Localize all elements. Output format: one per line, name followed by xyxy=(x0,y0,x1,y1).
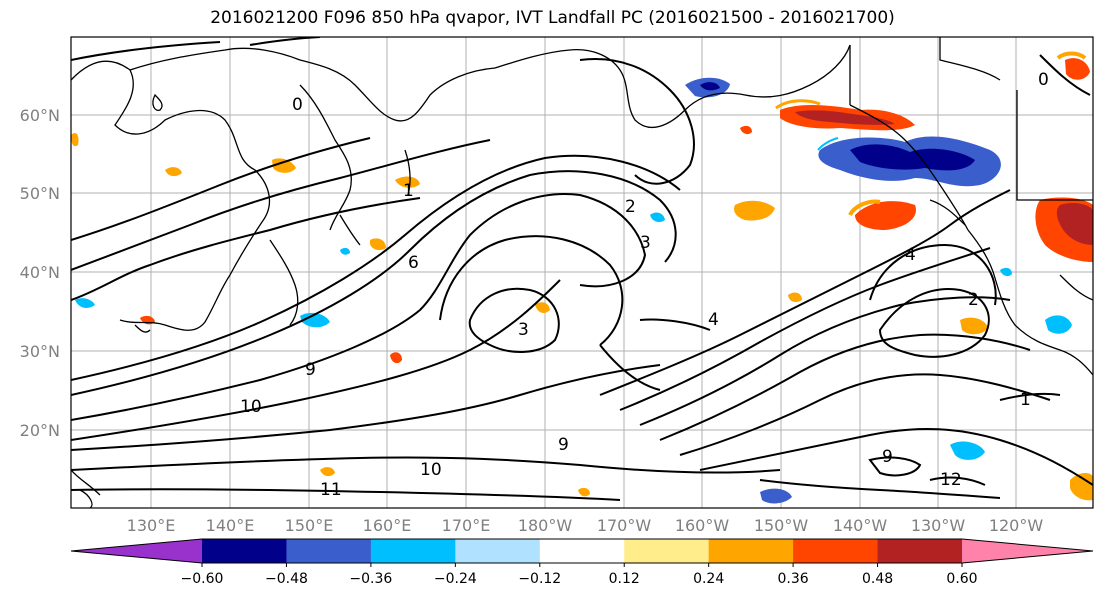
colorbar-tick-label: −0.60 xyxy=(181,571,224,587)
lon-label: 160°E xyxy=(363,516,412,535)
colorbar-segment xyxy=(455,539,541,563)
longitude-labels: 130°E 140°E 150°E 160°E 170°E 180°W 170°… xyxy=(127,516,1044,535)
colorbar-segment xyxy=(370,539,456,563)
colorbar-tick-label: −0.36 xyxy=(349,571,392,587)
contour-label: 0 xyxy=(1038,70,1049,90)
contour-label: 9 xyxy=(882,447,893,467)
contour-label: 11 xyxy=(320,480,342,500)
colorbar-extend-high xyxy=(962,539,1093,563)
contour-label: 3 xyxy=(640,233,651,253)
lon-label: 160°W xyxy=(675,516,730,535)
lat-label: 30°N xyxy=(20,342,60,361)
map-frame xyxy=(70,36,1094,509)
contour-label: 0 xyxy=(292,95,303,115)
colorbar-segment xyxy=(877,539,963,563)
colorbar-tick-label: 0.36 xyxy=(778,571,809,587)
lon-label: 140°E xyxy=(206,516,255,535)
colorbar-segment xyxy=(286,539,372,563)
colorbar-tick-label: 0.60 xyxy=(946,571,977,587)
contour-label: 4 xyxy=(905,245,916,265)
lon-label: 180°W xyxy=(518,516,573,535)
colorbar-segment xyxy=(708,539,794,563)
qvapor-shading xyxy=(71,51,1093,504)
colorbar-segment xyxy=(793,539,879,563)
lon-label: 150°W xyxy=(754,516,809,535)
contour-label: 10 xyxy=(240,397,262,417)
coastlines xyxy=(71,37,1093,508)
colorbar-tick-label: 0.24 xyxy=(693,571,724,587)
colorbar-segment xyxy=(539,539,625,563)
colorbar-segment xyxy=(202,539,287,563)
lat-label: 20°N xyxy=(20,421,60,440)
contour-label: 2 xyxy=(968,290,979,310)
contour-label: 4 xyxy=(708,310,719,330)
lat-label: 50°N xyxy=(20,184,60,203)
lon-label: 130°W xyxy=(911,516,966,535)
lon-label: 170°W xyxy=(597,516,652,535)
lon-label: 150°E xyxy=(285,516,334,535)
contour-label: 9 xyxy=(558,435,569,455)
latitude-labels: 60°N 50°N 40°N 30°N 20°N xyxy=(20,106,60,440)
lon-label: 120°W xyxy=(989,516,1044,535)
colorbar-tick-label: −0.48 xyxy=(265,571,308,587)
contour-label: 2 xyxy=(625,197,636,217)
contour-label: 12 xyxy=(940,470,962,490)
lon-label: 170°E xyxy=(442,516,491,535)
contour-label: 6 xyxy=(408,253,419,273)
map-title: 2016021200 F096 850 hPa qvapor, IVT Land… xyxy=(210,8,895,28)
contour-label: 1 xyxy=(403,181,414,201)
colorbar-tick-label: 0.12 xyxy=(609,571,640,587)
colorbar-tick-label: 0.48 xyxy=(862,571,893,587)
contour-label: 1 xyxy=(1020,390,1031,410)
contour-labels: 0 1 2 3 3 4 4 6 9 10 10 11 9 9 2 1 12 0 xyxy=(240,70,1049,500)
colorbar-tick-label: −0.24 xyxy=(434,571,477,587)
contour-label: 10 xyxy=(420,460,442,480)
lat-label: 60°N xyxy=(20,106,60,125)
contour-label: 3 xyxy=(518,320,529,340)
lat-label: 40°N xyxy=(20,263,60,282)
colorbar-segment xyxy=(624,539,710,563)
colorbar-extend-low xyxy=(71,539,202,563)
lon-label: 130°E xyxy=(127,516,176,535)
contour-label: 9 xyxy=(305,360,316,380)
colorbar-tick-label: −0.12 xyxy=(518,571,561,587)
lon-label: 140°W xyxy=(833,516,888,535)
colorbar: −0.60 −0.48 −0.36 −0.24 −0.12 0.12 0.24 0.36 0.4… xyxy=(70,538,1094,587)
